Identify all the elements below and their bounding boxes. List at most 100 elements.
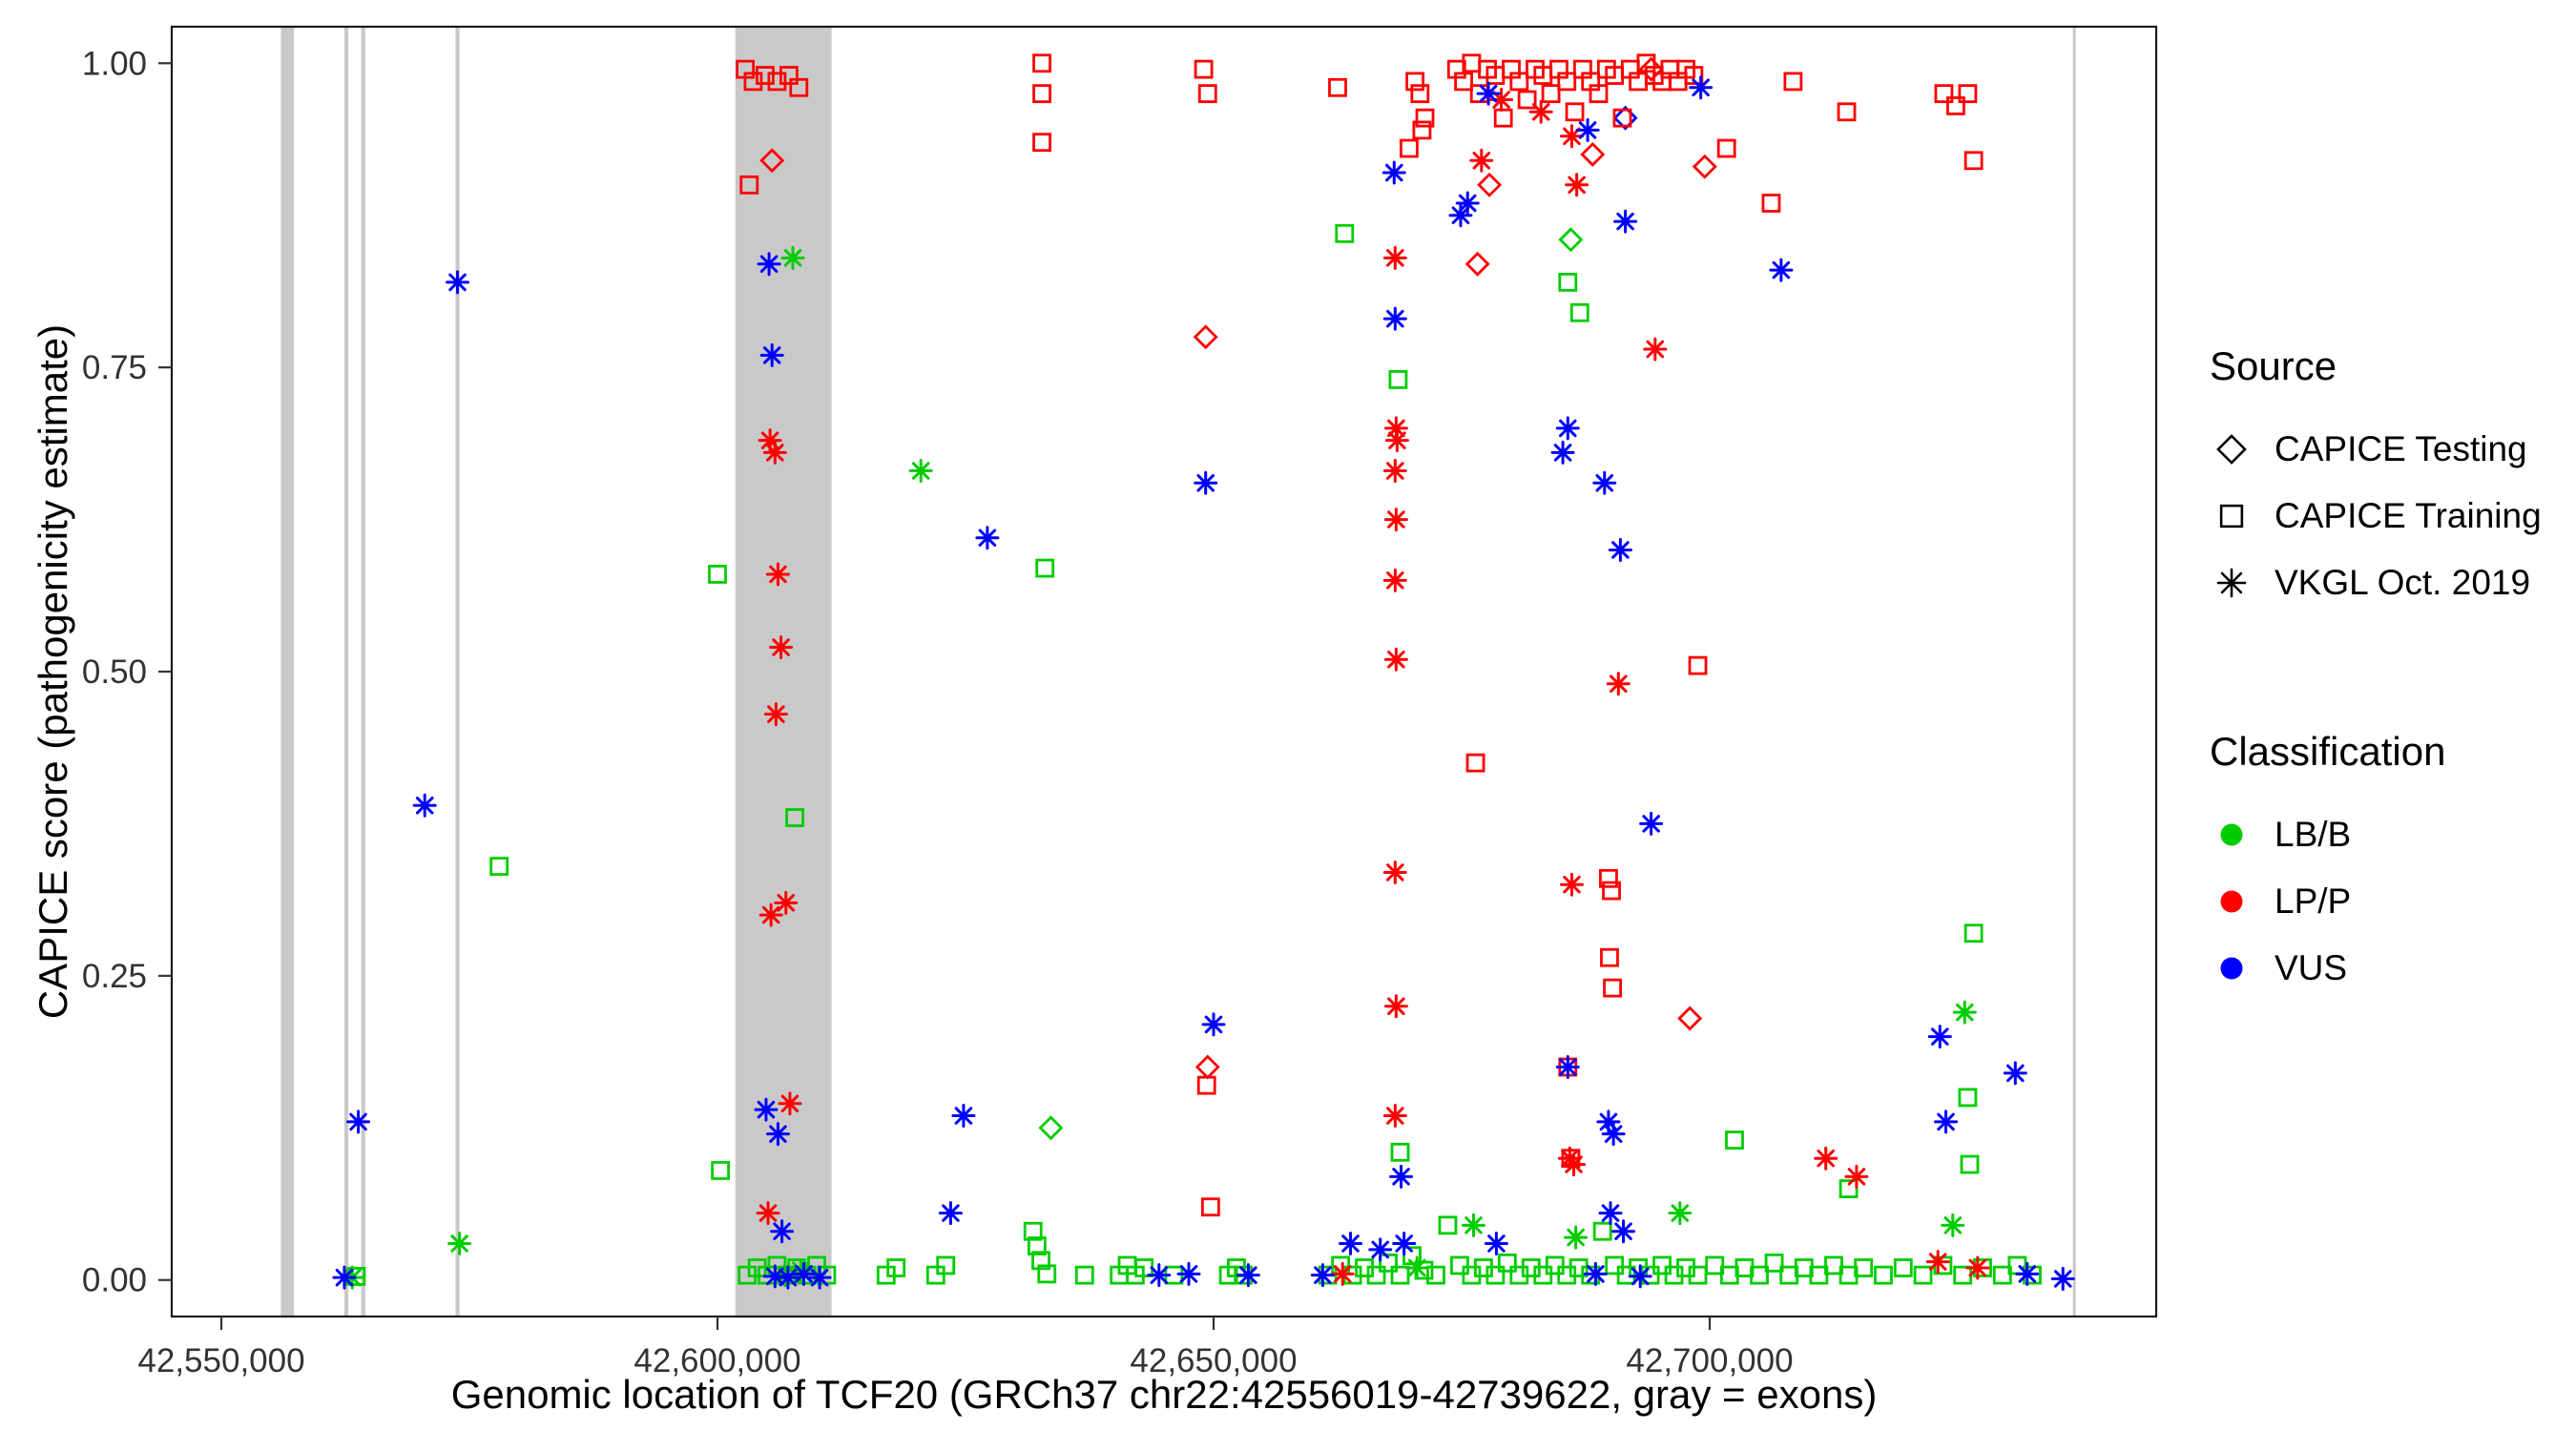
data-point <box>1390 1142 1410 1162</box>
data-point <box>1476 81 1501 106</box>
data-point <box>1963 151 1984 171</box>
data-point <box>1562 1152 1587 1177</box>
data-point <box>1031 1251 1050 1271</box>
data-point <box>886 1258 906 1277</box>
panel-border <box>170 25 2158 1318</box>
data-point <box>780 245 805 270</box>
data-point <box>785 808 805 827</box>
data-point <box>1592 1221 1612 1241</box>
data-point <box>1934 1110 1959 1134</box>
data-point <box>708 565 727 584</box>
data-point <box>1557 72 1577 92</box>
data-point <box>1638 56 1664 82</box>
green-dot-icon <box>2220 823 2243 846</box>
data-point <box>1484 1231 1508 1255</box>
data-point <box>1405 72 1425 92</box>
data-point <box>1074 1265 1094 1285</box>
data-point <box>1639 811 1664 836</box>
data-point <box>1783 72 1803 92</box>
data-point <box>1941 1213 1965 1237</box>
data-point <box>975 526 1000 550</box>
data-point <box>1684 66 1704 85</box>
data-point <box>1379 1253 1398 1273</box>
data-point <box>1575 117 1600 142</box>
data-point <box>951 1104 976 1129</box>
data-point <box>936 1255 956 1275</box>
data-point <box>447 1231 472 1255</box>
data-point <box>1382 245 1407 270</box>
data-point <box>412 793 437 818</box>
data-point <box>1913 1265 1933 1285</box>
data-point <box>779 66 799 85</box>
legend: Source CAPICE Testing CAPICE Training <box>2210 343 2542 1002</box>
data-point <box>1613 209 1638 234</box>
data-point <box>1598 1201 1623 1226</box>
data-point <box>1195 1054 1220 1080</box>
data-point <box>1927 1025 1952 1049</box>
data-point <box>1032 84 1051 104</box>
data-point <box>1953 1265 1973 1285</box>
data-point <box>1368 1237 1393 1262</box>
x-tick-label: 42,600,000 <box>634 1342 800 1379</box>
data-point <box>1764 1253 1784 1273</box>
data-point <box>1410 84 1430 104</box>
data-point <box>1555 416 1580 441</box>
data-point <box>1381 160 1406 185</box>
exon-band <box>2072 27 2076 1317</box>
data-point <box>1854 1258 1874 1277</box>
data-point <box>765 562 790 587</box>
data-point <box>1608 537 1632 562</box>
data-point <box>1677 1006 1703 1031</box>
data-point <box>807 1265 832 1290</box>
data-point <box>1839 1179 1859 1198</box>
data-point <box>711 1161 731 1180</box>
data-point <box>1958 84 1978 104</box>
data-point <box>743 72 763 92</box>
data-point <box>1196 1075 1216 1095</box>
data-point <box>1194 470 1218 495</box>
data-point <box>1569 302 1589 322</box>
data-point <box>1390 1265 1410 1285</box>
data-point <box>776 1265 800 1290</box>
data-point <box>1555 1055 1580 1080</box>
data-point <box>1963 923 1984 944</box>
data-point <box>346 1110 371 1134</box>
data-point <box>1032 133 1051 153</box>
x-axis-title: Genomic location of TCF20 (GRCh37 chr22:… <box>450 1372 1878 1417</box>
square-icon <box>2219 504 2244 529</box>
data-point <box>1469 148 1494 173</box>
data-point <box>1716 138 1736 158</box>
legend-classification-group: Classification LB/B LP/P VUS <box>2210 729 2542 1002</box>
data-point <box>446 270 470 295</box>
data-point <box>1388 369 1408 389</box>
data-point <box>1814 1146 1839 1171</box>
data-point <box>789 77 809 97</box>
data-point <box>774 890 799 915</box>
data-point <box>1197 84 1217 104</box>
data-point <box>1592 470 1617 495</box>
data-point <box>767 72 787 92</box>
data-point <box>1454 72 1473 92</box>
data-point <box>1485 1265 1506 1285</box>
data-point <box>1541 84 1561 104</box>
data-point <box>1412 120 1432 140</box>
exon-band <box>361 27 365 1317</box>
x-tick-label: 42,550,000 <box>137 1342 304 1379</box>
exon-band <box>280 27 294 1317</box>
data-point <box>1201 1012 1226 1037</box>
data-point <box>1965 1255 1990 1280</box>
legend-item-label: CAPICE Training <box>2275 496 2542 535</box>
data-point <box>1600 947 1619 967</box>
y-tick-label: 1.00 <box>82 45 147 82</box>
data-point <box>1383 508 1408 532</box>
data-point <box>1606 672 1631 696</box>
data-point <box>1383 994 1408 1019</box>
data-point <box>765 1122 790 1147</box>
exon-band <box>343 27 349 1317</box>
legend-source-group: Source CAPICE Testing CAPICE Training <box>2210 343 2542 616</box>
data-point <box>1032 53 1051 73</box>
data-point <box>1038 1115 1064 1141</box>
data-point <box>1399 138 1419 158</box>
data-point <box>1438 1215 1458 1235</box>
data-point <box>1605 1255 1625 1275</box>
